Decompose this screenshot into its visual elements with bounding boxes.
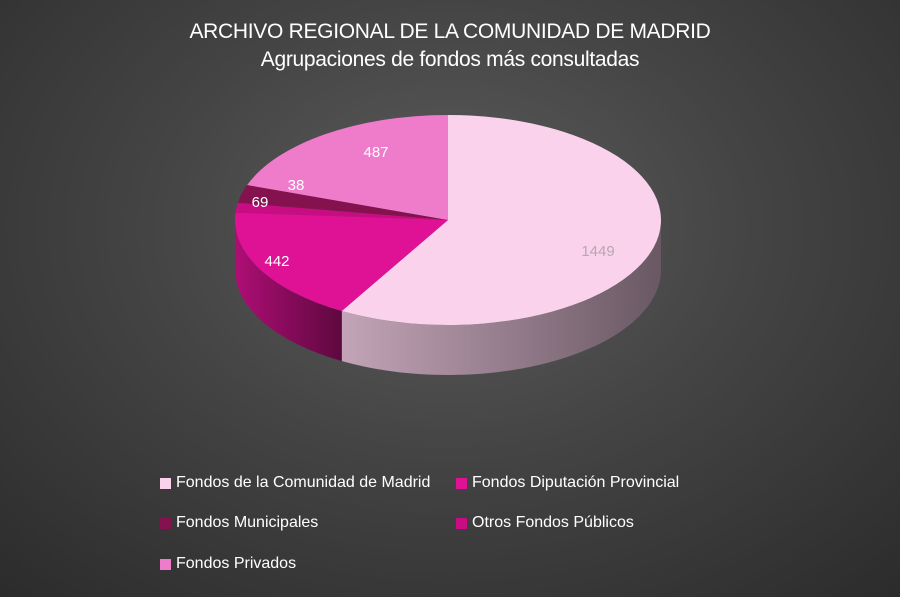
pie-slice-fondos-de-la-comunidad-de-madrid [341, 115, 661, 325]
legend-item-0: Fondos de la Comunidad de Madrid [160, 474, 430, 492]
pie-side-walls [234, 220, 661, 375]
data-label-3: 38 [288, 177, 305, 194]
pie-slice-fondos-privados [247, 115, 448, 220]
legend-label: Fondos Privados [176, 555, 297, 572]
pie-top-faces [235, 115, 661, 325]
legend-swatch [456, 517, 467, 529]
data-label-0: 1449 [581, 243, 614, 260]
legend-item-1: Fondos Diputación Provincial [456, 474, 679, 492]
legend-label: Fondos Diputación Provincial [472, 474, 680, 491]
pie-slice-fondos-municipales [237, 185, 448, 220]
data-label-1: 442 [264, 253, 289, 270]
legend-label: Fondos de la Comunidad de Madrid [176, 474, 431, 491]
chart-title: ARCHIVO REGIONAL DE LA COMUNIDAD DE MADR… [189, 20, 711, 43]
data-label-4: 487 [363, 144, 388, 161]
legend-swatch [160, 517, 171, 529]
legend-swatch [160, 477, 171, 489]
chart-title-block: ARCHIVO REGIONAL DE LA COMUNIDAD DE MADR… [0, 18, 900, 74]
pie-side-0 [341, 220, 661, 375]
legend-swatch [160, 558, 171, 570]
legend-label: Fondos Municipales [176, 514, 319, 531]
legend-label: Otros Fondos Públicos [472, 514, 634, 531]
legend-item-4: Fondos Privados [160, 555, 296, 573]
legend-item-3: Otros Fondos Públicos [456, 514, 634, 532]
data-label-2: 69 [252, 194, 269, 211]
chart-subtitle: Agrupaciones de fondos más consultadas [260, 48, 640, 71]
pie-slice-otros-fondos-p-blicos [235, 202, 448, 220]
legend-swatch [456, 477, 467, 489]
pie-side-1 [234, 220, 342, 362]
legend-item-2: Fondos Municipales [160, 514, 318, 532]
pie-slice-fondos-diputaci-n-provincial [235, 212, 448, 312]
